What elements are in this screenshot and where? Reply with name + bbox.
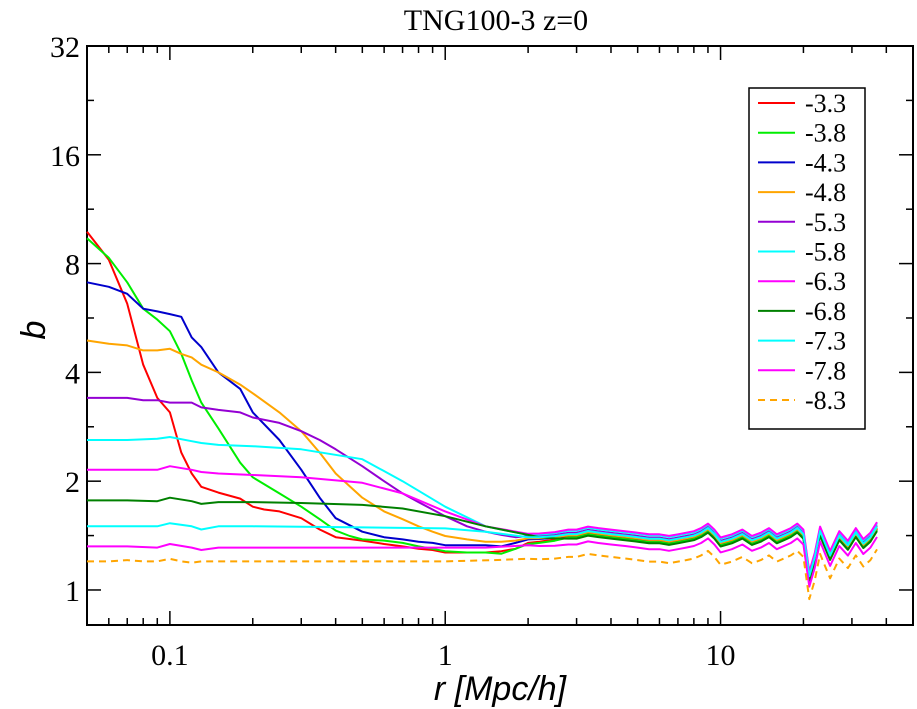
y-tick-label: 8 xyxy=(65,249,80,282)
legend-box xyxy=(748,87,866,430)
y-tick-label: 16 xyxy=(50,140,80,173)
legend-label: -5.3 xyxy=(805,208,846,237)
legend-label: -6.8 xyxy=(805,297,846,326)
chart-title: TNG100-3 z=0 xyxy=(404,4,588,37)
legend-label: -6.3 xyxy=(805,267,846,296)
legend-label: -8.3 xyxy=(805,386,846,415)
series-line-10 xyxy=(87,536,878,588)
y-tick-label: 2 xyxy=(65,466,80,499)
legend-label: -3.3 xyxy=(805,89,846,118)
y-tick-label: 1 xyxy=(65,575,80,608)
legend-label: -7.8 xyxy=(805,356,846,385)
legend-label: -5.8 xyxy=(805,238,846,267)
y-axis-label: b xyxy=(15,321,53,340)
legend: -3.3-3.8-4.3-4.8-5.3-5.8-6.3-6.8-7.3-7.8… xyxy=(748,87,866,430)
series-line-11 xyxy=(87,548,878,601)
x-tick-label: 1 xyxy=(438,639,453,672)
x-tick-label: 0.1 xyxy=(151,639,189,672)
x-axis-label: r [Mpc/h] xyxy=(434,670,568,708)
series-line-9 xyxy=(87,522,878,578)
legend-label: -7.3 xyxy=(805,327,846,356)
x-tick-label: 10 xyxy=(706,639,736,672)
legend-label: -4.8 xyxy=(805,178,846,207)
legend-label: -4.3 xyxy=(805,148,846,177)
legend-label: -3.8 xyxy=(805,119,846,148)
y-tick-label: 32 xyxy=(50,31,80,64)
y-tick-label: 4 xyxy=(65,357,80,390)
